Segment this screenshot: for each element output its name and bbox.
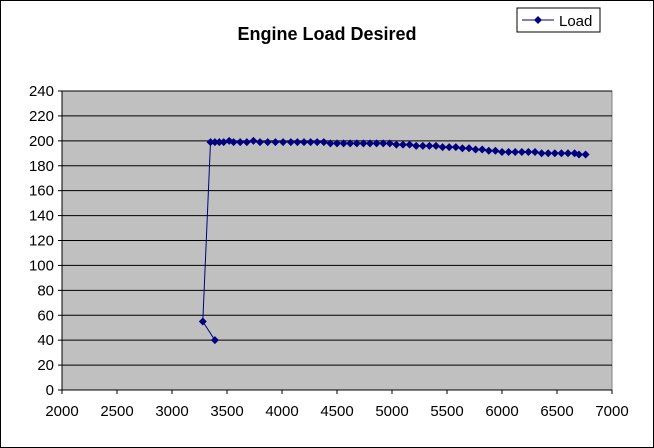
data-point xyxy=(564,149,572,158)
series-layer xyxy=(198,136,590,345)
y-tick-label: 120 xyxy=(29,233,54,250)
data-point xyxy=(471,145,480,154)
data-point xyxy=(458,144,467,153)
y-tick-label: 180 xyxy=(29,158,54,175)
chart-title: Engine Load Desired xyxy=(237,24,416,44)
data-point xyxy=(432,141,440,150)
x-tick-label: 7000 xyxy=(595,403,628,420)
data-point xyxy=(242,138,251,147)
x-tick-label: 4500 xyxy=(320,403,353,420)
data-point xyxy=(219,138,228,147)
x-tick-label: 6500 xyxy=(540,403,573,420)
x-axis-ticks: 2000 2500 3000 3500 4000 4500 5000 5500 6000 6500… xyxy=(45,390,629,420)
data-point xyxy=(339,139,348,148)
data-point xyxy=(425,141,434,150)
data-point xyxy=(210,138,219,147)
data-point xyxy=(366,139,374,148)
data-point xyxy=(346,139,355,148)
data-point xyxy=(286,138,295,147)
data-point xyxy=(438,143,447,152)
data-point xyxy=(478,145,487,154)
x-tick-label: 2500 xyxy=(100,403,133,420)
y-tick-label: 200 xyxy=(29,133,54,150)
data-point xyxy=(537,149,546,158)
data-point xyxy=(319,138,328,147)
data-point xyxy=(511,148,520,157)
data-point xyxy=(379,139,388,148)
data-point xyxy=(498,148,506,157)
data-point xyxy=(333,139,341,148)
data-point xyxy=(451,143,460,152)
data-point xyxy=(372,139,381,148)
x-tick-label: 5000 xyxy=(375,403,408,420)
y-tick-label: 20 xyxy=(37,357,54,374)
x-tick-label: 6000 xyxy=(485,403,518,420)
data-point xyxy=(210,336,219,345)
data-point xyxy=(418,141,427,150)
data-point xyxy=(544,149,553,158)
data-point xyxy=(504,148,513,157)
x-tick-label: 5500 xyxy=(430,403,463,420)
data-point xyxy=(263,138,272,147)
data-point xyxy=(306,138,315,147)
x-tick-label: 3000 xyxy=(155,403,188,420)
y-axis-ticks: 0 20 40 60 80 100 120 140 160 180 200 220 240 xyxy=(29,83,62,399)
x-tick-label: 4000 xyxy=(265,403,298,420)
data-point xyxy=(313,138,322,147)
x-tick-label: 2000 xyxy=(45,403,78,420)
data-point xyxy=(581,150,590,159)
data-point xyxy=(550,149,559,158)
data-point xyxy=(575,150,583,159)
y-tick-label: 80 xyxy=(37,282,54,299)
data-point xyxy=(279,138,288,147)
data-point xyxy=(229,138,238,147)
data-point xyxy=(412,141,421,150)
data-point xyxy=(249,136,258,145)
data-point xyxy=(557,149,566,158)
data-point xyxy=(271,138,280,147)
y-tick-label: 220 xyxy=(29,108,54,125)
y-tick-label: 160 xyxy=(29,183,54,200)
legend: Load xyxy=(516,7,601,33)
y-tick-label: 60 xyxy=(37,307,54,324)
y-tick-label: 100 xyxy=(29,257,54,274)
data-point xyxy=(517,148,526,157)
data-point xyxy=(465,144,473,153)
data-point xyxy=(491,146,500,155)
data-point xyxy=(531,148,539,157)
data-point xyxy=(300,138,308,147)
data-point xyxy=(236,138,245,147)
data-point xyxy=(359,139,368,148)
legend-label: Load xyxy=(559,13,592,30)
data-point xyxy=(198,317,207,326)
data-point xyxy=(293,138,302,147)
data-point xyxy=(405,140,414,149)
data-point xyxy=(524,148,533,157)
data-point xyxy=(352,139,361,148)
data-point xyxy=(206,138,215,147)
legend-marker xyxy=(534,16,542,24)
data-point xyxy=(484,146,493,155)
data-point xyxy=(215,138,224,147)
data-point xyxy=(445,143,454,152)
y-tick-label: 140 xyxy=(29,208,54,225)
y-tick-label: 0 xyxy=(46,382,54,399)
y-tick-label: 240 xyxy=(29,83,54,100)
y-tick-label: 40 xyxy=(37,332,54,349)
data-point xyxy=(399,140,407,149)
data-point xyxy=(326,139,335,148)
x-tick-label: 3500 xyxy=(210,403,243,420)
data-point xyxy=(256,138,264,147)
data-point xyxy=(385,139,394,148)
data-point xyxy=(392,140,401,149)
